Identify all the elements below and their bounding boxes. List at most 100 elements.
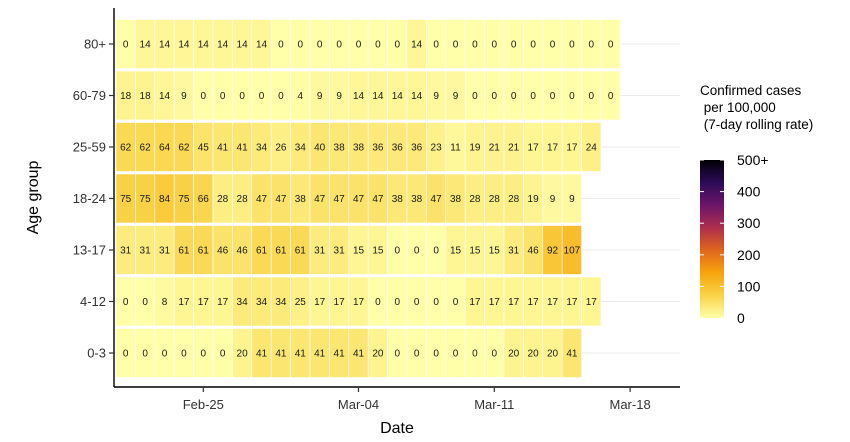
cell-value-labels: 0 14 14 14 14 14 14 14 0 0 0 0 0 0 0 14 0 0 0 0 0 0 0 0 0 0 18 18 14… (120, 40, 614, 360)
y-axis-ticks: 80+ 60-79 25-59 18-24 13-17 4-12 0-3 (73, 37, 114, 361)
cell-value-label: 17 (566, 143, 578, 154)
cell-value-label: 0 (589, 40, 595, 51)
cell-value-label: 47 (372, 194, 384, 205)
cell-value-label: 41 (256, 349, 268, 360)
cell-value-label: 0 (530, 40, 536, 51)
cell-value-label: 11 (450, 143, 461, 154)
axes (113, 8, 680, 388)
cell-value-label: 75 (178, 194, 190, 205)
cell-value-label: 0 (395, 246, 401, 257)
x-tick-label: Feb-25 (183, 397, 224, 412)
cell-value-label: 0 (550, 91, 556, 102)
cell-value-label: 31 (140, 246, 152, 257)
cell-value-label: 31 (120, 246, 132, 257)
cell-value-label: 0 (278, 40, 284, 51)
cell-value-label: 9 (336, 91, 342, 102)
cell-value-label: 14 (159, 91, 171, 102)
cell-value-label: 20 (237, 349, 249, 360)
cell-value-label: 41 (353, 349, 365, 360)
cell-value-label: 17 (198, 297, 210, 308)
cell-value-label: 61 (198, 246, 210, 257)
cell-value-label: 47 (256, 194, 268, 205)
cell-value-label: 14 (217, 40, 229, 51)
y-tick-label: 80+ (84, 37, 106, 52)
cell-value-label: 47 (353, 194, 365, 205)
cell-value-label: 15 (372, 246, 384, 257)
cell-value-label: 41 (237, 143, 249, 154)
x-axis-ticks: Feb-25 Mar-04 Mar-11 Mar-18 (183, 387, 651, 412)
cell-value-label: 38 (392, 194, 404, 205)
heatmap-cells (115, 19, 621, 378)
cell-value-label: 14 (140, 40, 152, 51)
cell-value-label: 47 (314, 194, 326, 205)
cell-value-label: 36 (411, 143, 423, 154)
cell-value-label: 75 (140, 194, 152, 205)
cell-value-label: 41 (275, 349, 287, 360)
cell-value-label: 61 (256, 246, 268, 257)
legend-title-line-3: (7-day rolling rate) (700, 117, 813, 132)
legend-tick-label: 100 (737, 278, 761, 294)
cell-value-label: 41 (334, 349, 346, 360)
y-tick-label: 25-59 (73, 140, 106, 155)
legend-color-bar (700, 160, 724, 318)
cell-value-label: 0 (123, 297, 129, 308)
cell-value-label: 62 (140, 143, 152, 154)
cell-value-label: 0 (278, 91, 284, 102)
cell-value-label: 41 (295, 349, 307, 360)
cell-value-label: 17 (508, 297, 520, 308)
cell-value-label: 31 (159, 246, 171, 257)
cell-value-label: 28 (217, 194, 229, 205)
color-legend: Confirmed cases per 100,000 (7-day rolli… (700, 83, 813, 326)
cell-value-label: 0 (608, 40, 614, 51)
cell-value-label: 36 (372, 143, 384, 154)
cell-value-label: 0 (511, 40, 517, 51)
cell-value-label: 0 (123, 40, 129, 51)
cell-value-label: 0 (453, 297, 459, 308)
cell-value-label: 0 (259, 91, 265, 102)
cell-value-label: 38 (450, 194, 462, 205)
cell-value-label: 14 (392, 91, 404, 102)
cell-value-label: 66 (198, 194, 210, 205)
cell-value-label: 28 (508, 194, 520, 205)
cell-value-label: 0 (472, 40, 478, 51)
y-tick-label: 4-12 (80, 294, 106, 309)
cell-value-label: 0 (569, 91, 575, 102)
cell-value-label: 0 (317, 40, 323, 51)
heatmap-cell (561, 173, 582, 224)
cell-value-label: 28 (237, 194, 249, 205)
cell-value-label: 19 (528, 194, 540, 205)
cell-value-label: 0 (142, 297, 148, 308)
cell-value-label: 17 (528, 143, 540, 154)
cell-value-label: 17 (353, 297, 365, 308)
cell-value-label: 38 (334, 143, 346, 154)
cell-value-label: 0 (569, 40, 575, 51)
cell-value-label: 0 (511, 91, 517, 102)
cell-value-label: 0 (530, 91, 536, 102)
cell-value-label: 47 (431, 194, 443, 205)
cell-value-label: 0 (472, 349, 478, 360)
x-tick-label: Mar-04 (338, 397, 379, 412)
cell-value-label: 34 (237, 297, 249, 308)
cell-value-label: 0 (414, 349, 420, 360)
cell-value-label: 34 (256, 297, 268, 308)
cell-value-label: 9 (433, 91, 439, 102)
cell-value-label: 14 (411, 40, 423, 51)
cell-value-label: 0 (472, 91, 478, 102)
y-tick-label: 60-79 (73, 88, 106, 103)
legend-tick-label: 0 (737, 310, 745, 326)
heatmap-cell (561, 225, 582, 275)
cell-value-label: 21 (489, 143, 501, 154)
cell-value-label: 107 (564, 246, 581, 257)
cell-value-label: 14 (411, 91, 423, 102)
cell-value-label: 17 (217, 297, 229, 308)
cell-value-label: 46 (237, 246, 249, 257)
cell-value-label: 0 (356, 40, 362, 51)
cell-value-label: 9 (181, 91, 187, 102)
cell-value-label: 14 (159, 40, 171, 51)
x-tick-label: Mar-18 (610, 397, 651, 412)
cell-value-label: 38 (353, 143, 365, 154)
cell-value-label: 14 (372, 91, 384, 102)
cell-value-label: 0 (433, 349, 439, 360)
legend-tick-label: 500+ (737, 152, 769, 168)
cell-value-label: 38 (411, 194, 423, 205)
